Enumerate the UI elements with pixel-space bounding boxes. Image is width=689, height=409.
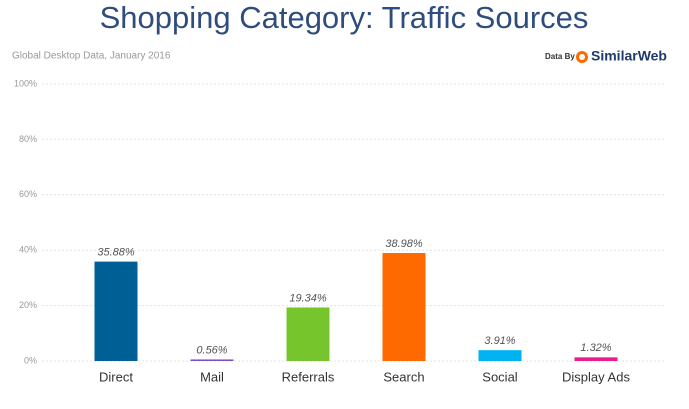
value-label: 19.34% <box>289 292 327 304</box>
chart-title: Shopping Category: Traffic Sources <box>100 0 589 35</box>
value-label: 38.98% <box>385 238 423 250</box>
bar <box>382 253 426 361</box>
bar <box>94 261 138 361</box>
y-tick-label: 100% <box>14 78 37 88</box>
value-label: 3.91% <box>484 335 515 347</box>
y-tick-label: 40% <box>19 245 37 255</box>
x-tick-label: Direct <box>99 369 133 384</box>
x-tick-label: Display Ads <box>562 369 630 384</box>
y-tick-label: 60% <box>19 189 37 199</box>
value-label: 0.56% <box>196 344 227 356</box>
x-tick-label: Referrals <box>282 369 335 384</box>
value-label: 1.32% <box>580 342 611 354</box>
value-label: 35.88% <box>97 247 135 259</box>
x-tick-label: Search <box>383 369 424 384</box>
bar <box>478 350 522 361</box>
bar <box>574 357 618 361</box>
logo-inner <box>579 54 585 60</box>
y-tick-label: 20% <box>19 300 37 310</box>
x-tick-label: Social <box>482 369 518 384</box>
y-tick-label: 80% <box>19 134 37 144</box>
bar <box>190 359 234 361</box>
logo-icon <box>576 51 588 63</box>
chart-subtitle: Global Desktop Data, January 2016 <box>12 51 171 62</box>
credit: SimilarWeb <box>591 48 667 64</box>
y-tick-label: 0% <box>24 355 37 365</box>
credit-prefix: Data By <box>545 52 575 61</box>
x-tick-label: Mail <box>200 369 224 384</box>
bar <box>286 307 330 361</box>
